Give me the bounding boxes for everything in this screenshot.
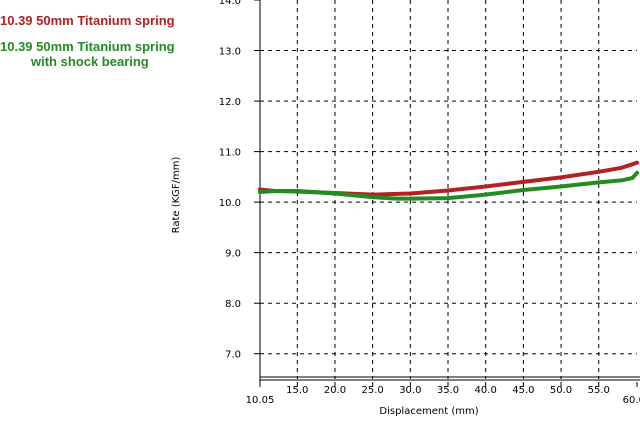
y-tick-label: 9.0 [225,249,241,260]
legend-label-series-2-line-2: with shock bearing [31,54,149,69]
x-tick-label: 30.0 [399,385,421,396]
legend-label-series-2-line-1: 10.39 50mm Titanium spring [0,39,175,54]
tick-labels: 10.05 15.0 20.0 25.0 30.0 35.0 40.0 45.0 50.0 55.… [219,0,640,406]
y-tick-label: 13.0 [219,47,241,58]
y-axis-label: Rate (KGF/mm) [171,156,182,233]
y-tick-label: 14.0 [219,0,241,7]
y-tick-label: 7.0 [225,350,241,361]
x-tick-label: 40.0 [475,385,497,396]
grid-lines [260,0,637,379]
x-tick-label: 10.05 [246,395,275,406]
x-tick-label: 25.0 [362,385,384,396]
legend-entry-series-1: 10.39 50mm Titanium spring [0,13,175,28]
y-tick-label: 11.0 [219,148,241,159]
series-lines [258,160,639,201]
y-tick-label: 8.0 [225,299,241,310]
series-line-2 [258,170,639,201]
y-tick-label: 10.0 [219,198,241,209]
x-tick-label: 45.0 [512,385,534,396]
x-tick-label: 50.0 [550,385,572,396]
x-tick-label: 60.08 [623,395,640,406]
x-tick-label: 55.0 [588,385,610,396]
legend-label-series-1: 10.39 50mm Titanium spring [0,13,175,28]
x-tick-label: 35.0 [437,385,459,396]
y-tick-label: 12.0 [219,97,241,108]
legend-entry-series-2: 10.39 50mm Titanium spring with shock be… [0,39,175,69]
x-axis-label: Displacement (mm) [379,406,478,417]
x-tick-label: 20.0 [324,385,346,396]
x-tick-label: 15.0 [286,385,308,396]
